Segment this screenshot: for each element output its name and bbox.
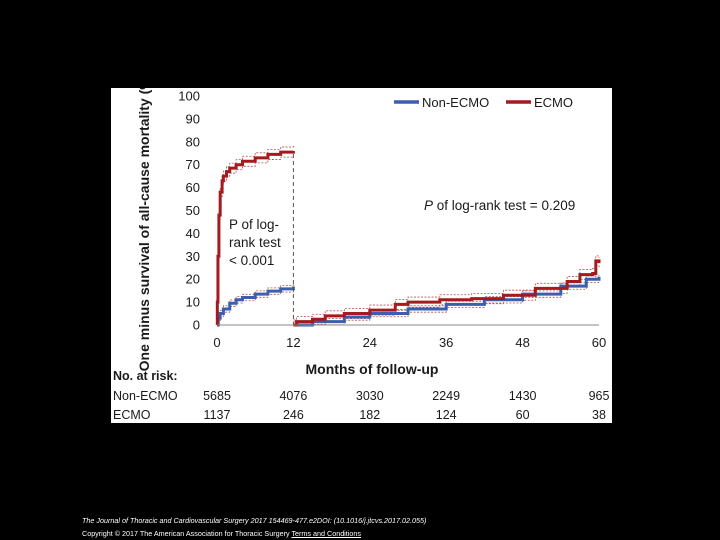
y-tick-label: 20 (186, 272, 200, 287)
y-tick-label: 0 (193, 318, 200, 333)
risk-row-label: ECMO (113, 408, 151, 422)
annotation-early-line-3: < 0.001 (229, 253, 274, 268)
copyright-text: Copyright © 2017 The American Associatio… (82, 529, 292, 538)
y-tick-label: 40 (186, 226, 200, 241)
citation: The Journal of Thoracic and Cardiovascul… (82, 516, 427, 525)
ecmo-series-line (215, 150, 295, 327)
y-tick-label: 90 (186, 111, 200, 126)
risk-value: 60 (516, 408, 530, 422)
y-tick-label: 50 (186, 203, 200, 218)
legend-label: Non-ECMO (422, 95, 489, 110)
non-ecmo-ci-line (217, 289, 294, 326)
risk-value: 4076 (279, 389, 307, 403)
km-chart: 0 10 20 30 40 50 60 70 80 90 100 0 12 24 36 48 60 One m… (113, 88, 609, 422)
risk-value: 2249 (432, 389, 460, 403)
terms-link[interactable]: Terms and Conditions (291, 529, 361, 538)
non-ecmo-series-line (293, 276, 601, 327)
x-tick-label: 12 (286, 335, 300, 350)
risk-value: 182 (359, 408, 380, 422)
x-axis-label: Months of follow-up (306, 361, 439, 377)
risk-value: 1137 (204, 408, 231, 422)
y-tick-label: 80 (186, 134, 200, 149)
risk-table: No. at risk: Non-ECMO 5685 4076 3030 2249 1430… (113, 369, 609, 422)
annotation-early-line-2: rank test (229, 235, 281, 250)
risk-value: 5685 (203, 389, 231, 403)
non-ecmo-series-line (216, 286, 295, 327)
risk-table-title: No. at risk: (113, 369, 178, 383)
y-tick-label: 10 (186, 295, 200, 310)
annotation-late-p: P (424, 198, 433, 213)
risk-value: 3030 (356, 389, 384, 403)
x-tick-label: 0 (213, 335, 220, 350)
ecmo-ci-line (293, 255, 600, 321)
legend-label: ECMO (534, 95, 573, 110)
annotation-early-line-1: P of log- (229, 217, 279, 232)
annotation-late-text: of log-rank test = 0.209 (433, 198, 575, 213)
y-tick-label: 60 (186, 180, 200, 195)
y-axis-label: One minus survival of all-cause mortalit… (136, 88, 152, 371)
x-tick-label: 36 (439, 335, 453, 350)
risk-value: 38 (592, 408, 606, 422)
x-tick-label: 60 (592, 335, 606, 350)
annotation-early: P of log- rank test < 0.001 (229, 217, 281, 268)
x-tick-label: 48 (515, 335, 529, 350)
annotation-late: P of log-rank test = 0.209 (424, 198, 575, 213)
y-tick-label: 30 (186, 249, 200, 264)
risk-value: 124 (436, 408, 457, 422)
risk-value: 1430 (509, 389, 537, 403)
risk-value: 965 (589, 389, 610, 403)
risk-row-label: Non-ECMO (113, 389, 178, 403)
non-ecmo-ci-line (293, 280, 600, 326)
y-tick-label: 100 (178, 89, 200, 104)
risk-value: 246 (283, 408, 304, 422)
x-tick-label: 24 (363, 335, 377, 350)
y-tick-label: 70 (186, 157, 200, 172)
copyright-line: Copyright © 2017 The American Associatio… (82, 529, 361, 538)
figure-panel: 0 10 20 30 40 50 60 70 80 90 100 0 12 24 36 48 60 One m… (111, 88, 612, 423)
ecmo-series-line (293, 259, 601, 327)
